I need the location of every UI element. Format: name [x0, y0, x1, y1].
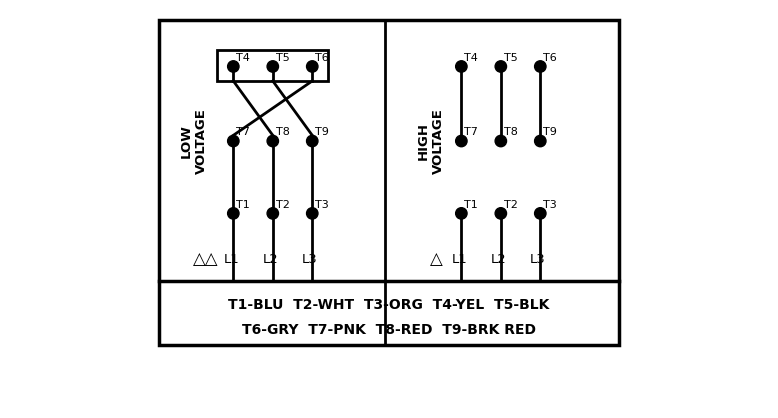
- Circle shape: [456, 61, 467, 72]
- Text: T7: T7: [237, 127, 251, 137]
- Text: T4: T4: [464, 53, 478, 63]
- Circle shape: [267, 135, 279, 147]
- Text: T6: T6: [543, 53, 557, 63]
- Circle shape: [228, 135, 239, 147]
- Text: T8: T8: [276, 127, 289, 137]
- Text: L1: L1: [451, 253, 467, 266]
- Circle shape: [307, 135, 318, 147]
- Text: T4: T4: [237, 53, 251, 63]
- Text: T5: T5: [504, 53, 517, 63]
- Circle shape: [307, 61, 318, 72]
- Circle shape: [228, 61, 239, 72]
- Bar: [217, 50, 328, 81]
- Text: T3: T3: [315, 200, 329, 209]
- Text: L3: L3: [531, 253, 546, 266]
- Text: L1: L1: [223, 253, 239, 266]
- Text: T2: T2: [504, 200, 518, 209]
- Text: LOW
VOLTAGE: LOW VOLTAGE: [180, 108, 208, 174]
- Text: T9: T9: [315, 127, 329, 137]
- Text: T1: T1: [464, 200, 478, 209]
- Circle shape: [495, 208, 506, 219]
- Text: △△: △△: [193, 250, 219, 268]
- Text: T7: T7: [464, 127, 478, 137]
- Text: T3: T3: [543, 200, 557, 209]
- Circle shape: [495, 61, 506, 72]
- Circle shape: [456, 135, 467, 147]
- Text: L2: L2: [491, 253, 506, 266]
- Circle shape: [228, 208, 239, 219]
- Circle shape: [534, 208, 546, 219]
- Text: T8: T8: [504, 127, 518, 137]
- Text: L2: L2: [263, 253, 279, 266]
- Text: T1: T1: [237, 200, 251, 209]
- Text: HIGH
VOLTAGE: HIGH VOLTAGE: [417, 108, 445, 174]
- Circle shape: [267, 208, 279, 219]
- Text: L3: L3: [302, 253, 318, 266]
- Text: T5: T5: [276, 53, 289, 63]
- Circle shape: [534, 135, 546, 147]
- Circle shape: [307, 208, 318, 219]
- Text: T1-BLU  T2-WHT  T3-ORG  T4-YEL  T5-BLK: T1-BLU T2-WHT T3-ORG T4-YEL T5-BLK: [228, 298, 550, 313]
- Circle shape: [534, 61, 546, 72]
- Text: T6: T6: [315, 53, 329, 63]
- Text: T9: T9: [543, 127, 557, 137]
- Circle shape: [456, 208, 467, 219]
- Text: T6-GRY  T7-PNK  T8-RED  T9-BRK RED: T6-GRY T7-PNK T8-RED T9-BRK RED: [242, 324, 536, 337]
- Circle shape: [495, 135, 506, 147]
- Text: T2: T2: [276, 200, 289, 209]
- Circle shape: [267, 61, 279, 72]
- Text: △: △: [430, 250, 443, 268]
- Bar: [159, 20, 619, 345]
